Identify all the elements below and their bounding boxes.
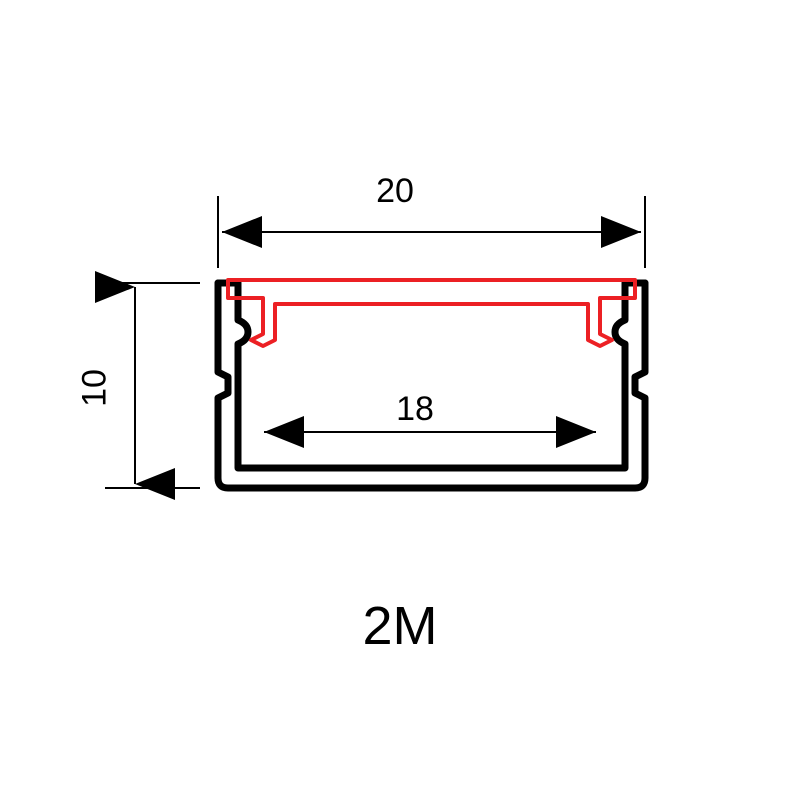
left-dimension [105,283,200,488]
top-dimension [218,196,645,268]
diffuser-cover [228,280,635,346]
width-inner-label: 18 [396,390,434,429]
width-top-label: 20 [376,172,414,211]
drawing-canvas: 20 18 10 2M [0,0,800,800]
title-label: 2M [362,595,437,657]
aluminum-profile [218,283,645,488]
height-label: 10 [76,369,115,407]
